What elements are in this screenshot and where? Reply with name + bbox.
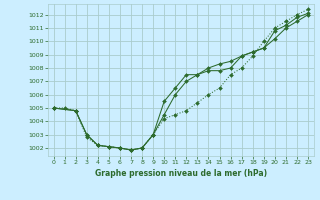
X-axis label: Graphe pression niveau de la mer (hPa): Graphe pression niveau de la mer (hPa) — [95, 169, 267, 178]
